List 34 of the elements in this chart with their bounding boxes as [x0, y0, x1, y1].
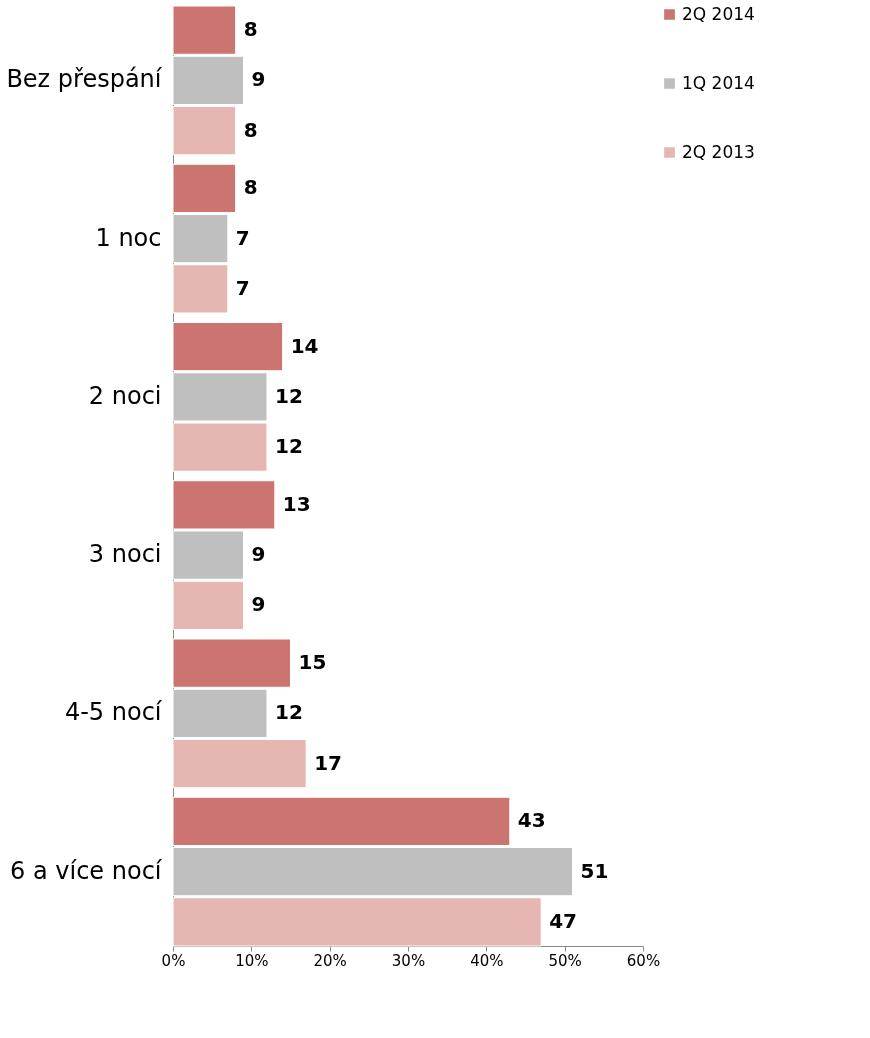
data-label: 13 — [282, 491, 311, 516]
y-tick-label: Bez přespání — [6, 65, 163, 94]
x-tick-label: 50% — [548, 951, 582, 970]
data-label: 51 — [580, 858, 609, 883]
legend-label: 1Q 2014 — [682, 72, 755, 93]
data-label: 12 — [275, 383, 303, 408]
data-label: 43 — [517, 808, 546, 833]
data-label: 7 — [235, 225, 250, 250]
data-label: 17 — [314, 750, 343, 775]
data-label: 47 — [549, 908, 578, 933]
y-tick-label: 3 noci — [88, 540, 162, 569]
data-label: 9 — [251, 592, 266, 617]
x-tick-label: 0% — [161, 951, 186, 970]
y-tick-label: 2 noci — [88, 381, 162, 410]
data-label: 12 — [275, 434, 303, 459]
x-tick-label: 40% — [470, 951, 504, 970]
data-label: 14 — [290, 333, 319, 358]
x-tick-label: 20% — [313, 951, 347, 970]
data-label: 8 — [243, 117, 258, 142]
y-tick-label: 1 noc — [95, 223, 162, 252]
data-label: 7 — [235, 275, 250, 300]
data-label: 9 — [251, 67, 266, 92]
data-label: 12 — [275, 700, 303, 725]
data-label: 8 — [243, 17, 258, 42]
data-label: 15 — [298, 650, 327, 675]
data-label: 9 — [251, 542, 266, 567]
y-tick-label: 6 a více nocí — [10, 856, 163, 885]
x-tick-label: 60% — [626, 951, 661, 970]
x-tick-label: 30% — [391, 951, 426, 970]
legend-label: 2Q 2014 — [682, 3, 755, 24]
y-tick-label: 4-5 nocí — [64, 698, 163, 727]
x-tick-label: 10% — [235, 951, 269, 970]
legend-label: 2Q 2013 — [682, 141, 755, 162]
data-label: 8 — [243, 175, 258, 200]
